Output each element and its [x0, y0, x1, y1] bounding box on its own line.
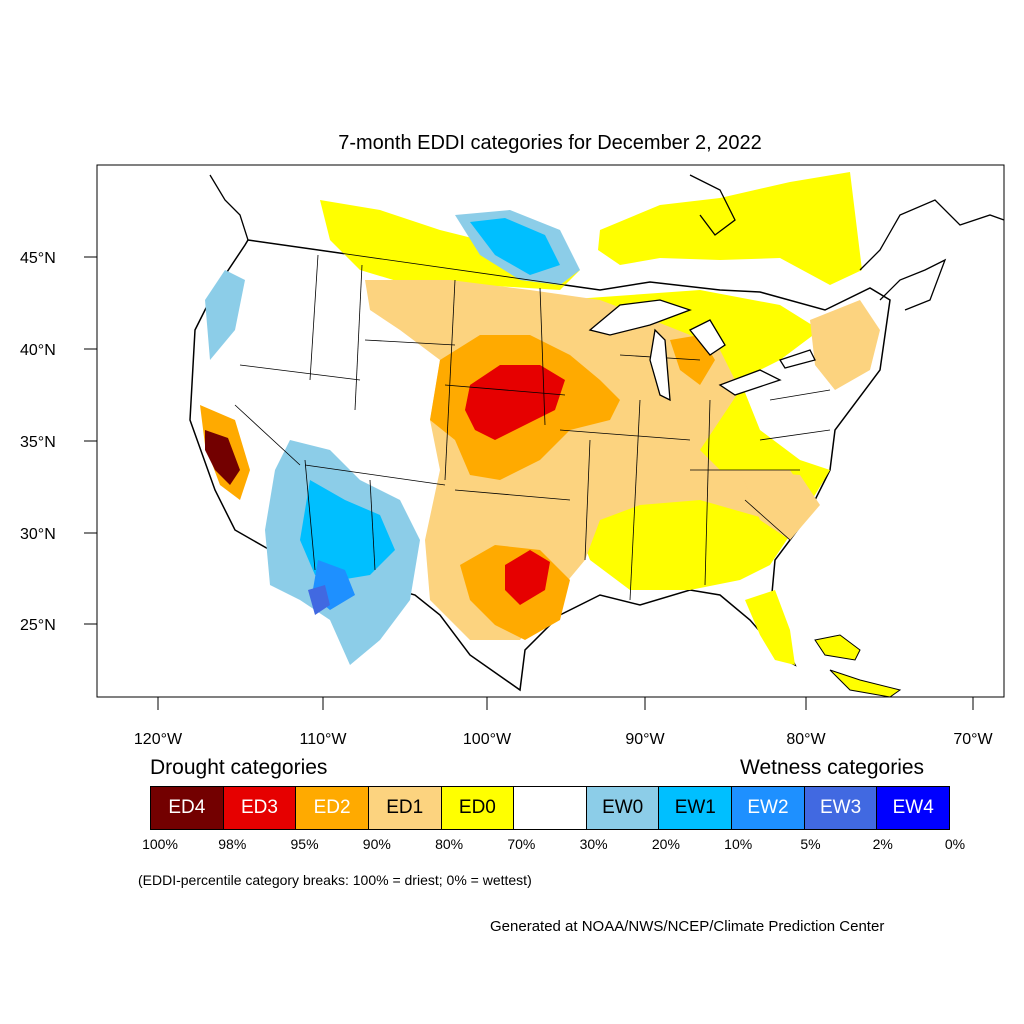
percentile-break-label: 98% [218, 836, 247, 852]
yellow-florida [745, 590, 795, 665]
legend-box-ew4: EW4 [877, 787, 950, 829]
lon-labels: 120°W 110°W 100°W 90°W 80°W 70°W [134, 731, 994, 748]
ed3-texas [505, 550, 550, 605]
legend-box-ed4: ED4 [151, 787, 224, 829]
ed4-california [205, 430, 240, 485]
lon-label-70: 70°W [953, 731, 993, 748]
category-legend: ED4 ED3 ED2 ED1 ED0 EW0 EW1 EW2 EW3 EW4 [150, 786, 950, 830]
lat-labels: 45°N 40°N 35°N 30°N 25°N [20, 250, 56, 634]
legend-box-ed0: ED0 [441, 787, 515, 829]
category-note: (EDDI-percentile category breaks: 100% =… [138, 872, 532, 888]
lat-label-30: 30°N [20, 526, 56, 543]
percentile-break-label: 10% [724, 836, 753, 852]
percentile-break-label: 5% [800, 836, 821, 852]
legend-box-ew1: EW1 [659, 787, 733, 829]
great-lakes [588, 299, 816, 402]
lon-label-80: 80°W [786, 731, 826, 748]
ed1-northeast [810, 300, 880, 390]
credit-line: Generated at NOAA/NWS/NCEP/Climate Predi… [490, 918, 885, 935]
percentile-break-label: 100% [142, 836, 178, 852]
canada-coastlines [209, 174, 1005, 311]
legend-box-ed2: ED2 [296, 787, 369, 829]
percentile-break-label: 20% [651, 836, 680, 852]
legend-box-ew3: EW3 [804, 787, 878, 829]
lat-label-35: 35°N [20, 434, 56, 451]
lat-ticks [84, 256, 97, 625]
ed1-southeast [740, 470, 820, 540]
map-frame [96, 164, 1005, 698]
ew0-west-coast [205, 270, 245, 360]
percentile-break-label: 90% [362, 836, 391, 852]
ew3-southwest [308, 585, 330, 615]
wetness-categories-label: Wetness categories [740, 756, 925, 779]
legend-box-ed1: ED1 [368, 787, 442, 829]
lon-label-90: 90°W [625, 731, 665, 748]
lon-label-110: 110°W [299, 731, 347, 748]
legend-box-neutral [514, 787, 587, 829]
map-title: 7-month EDDI categories for December 2, … [338, 132, 762, 154]
ed3-nebraska [465, 365, 565, 440]
ew1-upper-midwest [470, 218, 560, 275]
legend-box-ew2: EW2 [732, 787, 805, 829]
lat-label-45: 45°N [20, 250, 56, 267]
lon-ticks [157, 697, 974, 710]
drought-categories-label: Drought categories [150, 756, 328, 779]
lat-label-40: 40°N [20, 342, 56, 359]
ew1-southwest [300, 480, 395, 580]
percentile-break-label: 2% [872, 836, 893, 852]
percentile-break-label: 80% [435, 836, 464, 852]
lat-label-25: 25°N [20, 617, 56, 634]
legend-box-ed3: ED3 [223, 787, 297, 829]
percentile-break-label: 0% [944, 836, 966, 852]
legend-box-ew0: EW0 [586, 787, 660, 829]
lon-label-120: 120°W [134, 731, 183, 748]
caribbean-islands [814, 634, 902, 698]
percentile-break-label: 30% [579, 836, 608, 852]
lon-label-100: 100°W [463, 731, 512, 748]
canada-ed0-region [598, 172, 862, 285]
percentile-break-label: 70% [507, 836, 536, 852]
percentile-break-label: 95% [290, 836, 319, 852]
